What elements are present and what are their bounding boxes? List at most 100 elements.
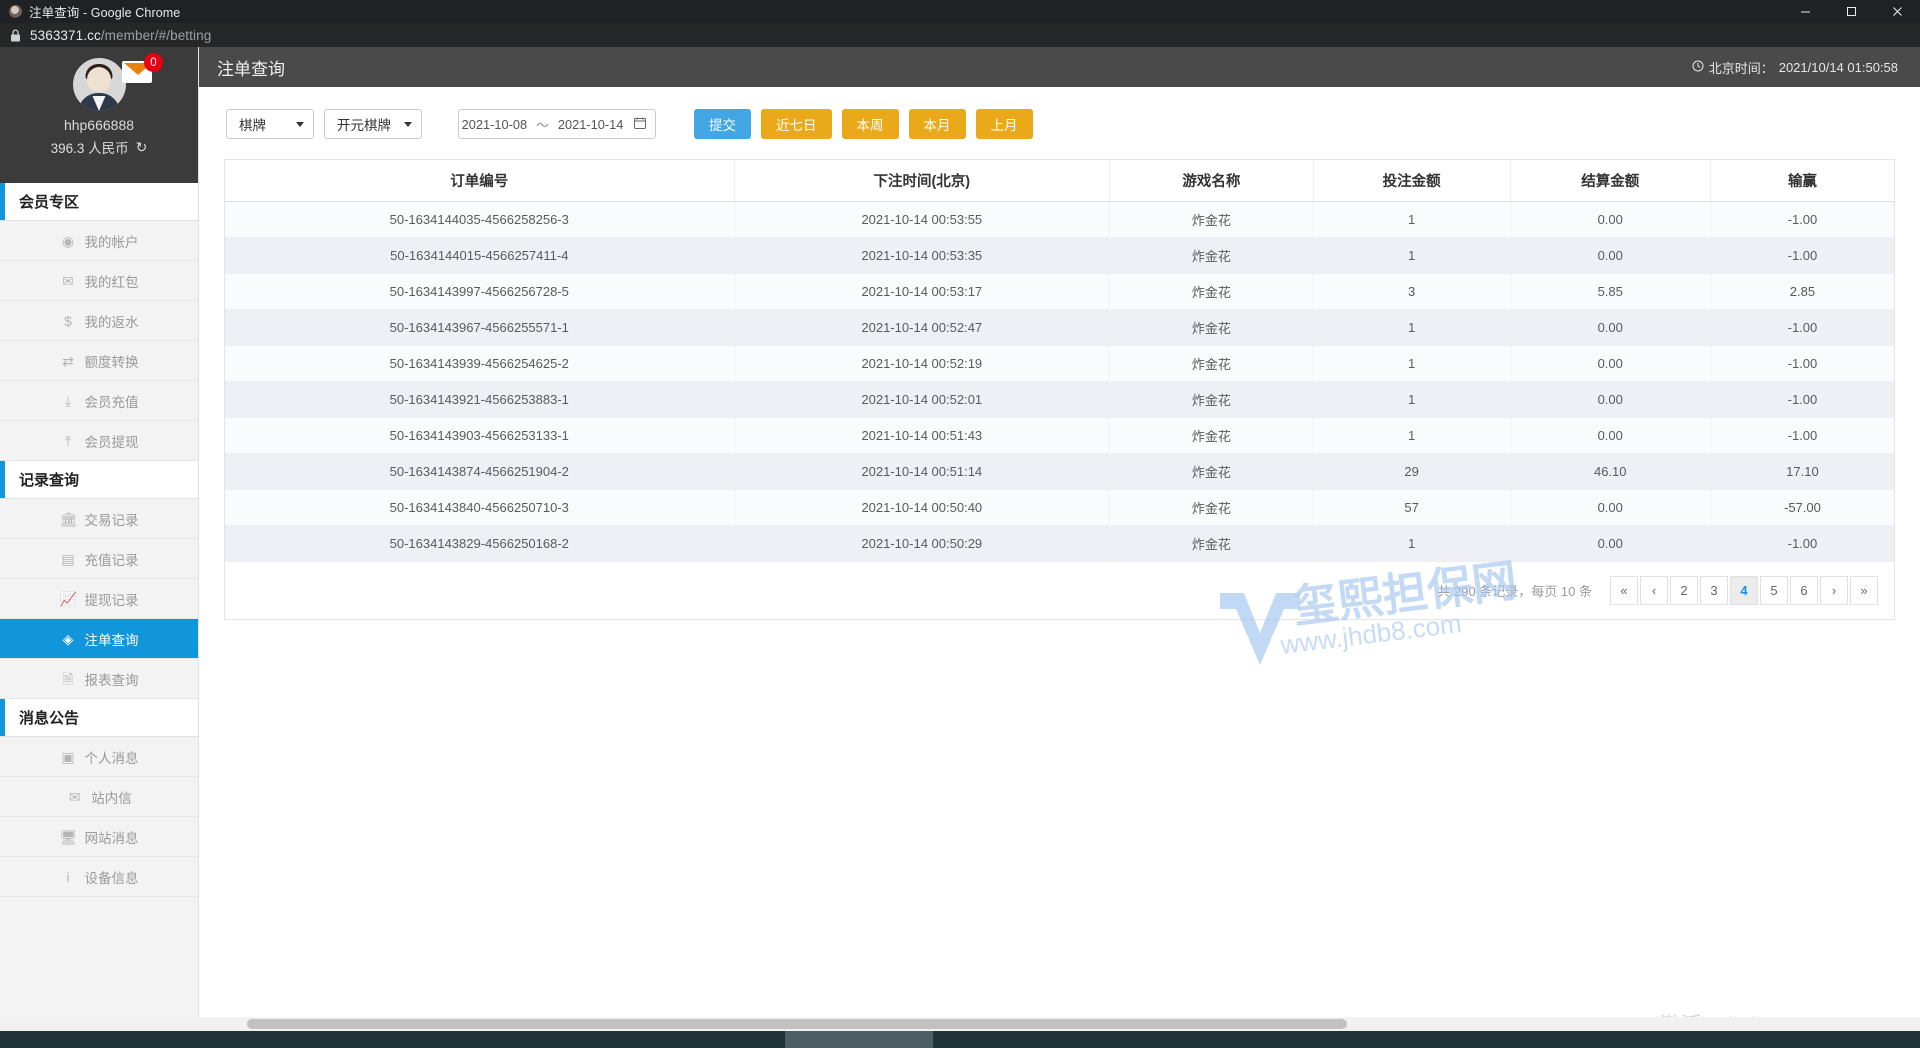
submit-button[interactable]: 提交 — [694, 109, 751, 139]
sidebar-item-my-account[interactable]: ◉ 我的帐户 — [0, 221, 198, 261]
pagination-controls: «‹ 2 3 4 5 6 ›» — [1610, 575, 1878, 605]
sidebar-item-report-query[interactable]: 🗎 报表查询 — [0, 659, 198, 699]
pagination-page-6[interactable]: 6 — [1790, 575, 1818, 605]
windows-taskbar — [0, 1031, 1920, 1048]
minimize-icon[interactable] — [1782, 0, 1828, 23]
horizontal-scrollbar[interactable] — [0, 1017, 1920, 1031]
sidebar-item-withdraw[interactable]: ⤒ 会员提现 — [0, 421, 198, 461]
cell-bet-time: 2021-10-14 00:51:43 — [734, 417, 1111, 454]
scrollbar-thumb[interactable] — [247, 1019, 1347, 1029]
sidebar-item-personal-message[interactable]: ▣ 个人消息 — [0, 737, 198, 777]
cell-bet-amount: 3 — [1313, 273, 1511, 310]
mail-button[interactable]: 0 — [122, 53, 163, 83]
cell-bet-amount: 1 — [1313, 417, 1511, 454]
sidebar-item-device-info[interactable]: i 设备信息 — [0, 857, 198, 897]
sidebar-item-withdraw-records[interactable]: 📈 提现记录 — [0, 579, 198, 619]
pagination-page-2[interactable]: 2 — [1670, 575, 1698, 605]
cell-win-loss: -1.00 — [1710, 345, 1894, 382]
sidebar-section-messages: 消息公告 — [0, 699, 198, 737]
close-icon[interactable] — [1874, 0, 1920, 23]
dollar-icon: $ — [64, 312, 72, 329]
cell-settle-amount: 0.00 — [1510, 345, 1711, 382]
column-game-name: 游戏名称 — [1109, 160, 1314, 202]
sidebar-item-my-redpacket[interactable]: ✉ 我的红包 — [0, 261, 198, 301]
monitor-icon: 🖥 — [59, 828, 78, 845]
pagination-first[interactable]: « — [1610, 575, 1638, 605]
sidebar-item-transactions[interactable]: 🏛 交易记录 — [0, 499, 198, 539]
transfer-arrows-icon: ⇄ — [62, 352, 74, 369]
cell-settle-amount: 0.00 — [1510, 489, 1711, 526]
sidebar-item-label: 会员提现 — [84, 434, 139, 450]
sidebar-item-deposit-records[interactable]: ▤ 充值记录 — [0, 539, 198, 579]
refresh-icon[interactable]: ↻ — [135, 138, 148, 155]
cell-win-loss: -57.00 — [1710, 489, 1894, 526]
sidebar-item-betting-query[interactable]: ◈ 注单查询 — [0, 619, 198, 659]
cell-settle-amount: 0.00 — [1510, 525, 1711, 562]
url-text: 5363371.cc/member/#/betting — [30, 28, 211, 43]
sidebar-item-label: 设备信息 — [84, 870, 139, 886]
quick-range-last7days[interactable]: 近七日 — [761, 109, 832, 139]
table-row: 50-1634143840-4566250710-3 2021-10-14 00:… — [225, 489, 1894, 526]
cell-game-name: 炸金花 — [1109, 201, 1314, 238]
platform-select[interactable]: 棋牌 — [226, 109, 314, 139]
cell-win-loss: -1.00 — [1710, 237, 1894, 274]
pagination-page-5[interactable]: 5 — [1760, 575, 1788, 605]
cell-game-name: 炸金花 — [1109, 273, 1314, 310]
cell-game-name: 炸金花 — [1109, 381, 1314, 418]
bank-icon: 🏛 — [59, 510, 78, 527]
table-row: 50-1634143967-4566255571-1 2021-10-14 00:… — [225, 309, 1894, 346]
pagination-prev[interactable]: ‹ — [1640, 575, 1668, 605]
avatar[interactable] — [72, 58, 126, 111]
pagination-next[interactable]: › — [1820, 575, 1848, 605]
table-body: 50-1634144035-4566258256-3 2021-10-14 00:… — [225, 201, 1894, 562]
mail-badge: 0 — [144, 53, 163, 72]
sidebar-item-label: 我的帐户 — [84, 234, 139, 250]
quick-range-this-month[interactable]: 本月 — [908, 109, 966, 139]
sidebar-item-transfer[interactable]: ⇄ 额度转换 — [0, 341, 198, 381]
cell-bet-amount: 1 — [1313, 381, 1511, 418]
browser-urlbar[interactable]: 5363371.cc/member/#/betting — [0, 23, 1920, 47]
sidebar-item-label: 站内信 — [91, 790, 132, 806]
page-title: 注单查询 — [217, 59, 285, 79]
quick-range-last-month[interactable]: 上月 — [975, 109, 1033, 139]
balance-row: 396.3 人民币 ↻ — [51, 137, 148, 157]
document-icon: 🗎 — [62, 670, 74, 687]
sidebar-item-deposit[interactable]: ⤓ 会员充值 — [0, 381, 198, 421]
sidebar-section-member: 会员专区 — [0, 183, 198, 221]
cell-bet-time: 2021-10-14 00:52:19 — [734, 345, 1111, 382]
cell-game-name: 炸金花 — [1109, 417, 1314, 454]
url-path: /member/#/betting — [100, 27, 212, 43]
card-icon: ▤ — [61, 550, 75, 567]
page-header: 注单查询 北京时间： 2021/10/14 01:50:58 — [199, 47, 1920, 87]
table-row: 50-1634143997-4566256728-5 2021-10-14 00:… — [225, 273, 1894, 310]
url-host: 5363371.cc — [30, 27, 101, 43]
maximize-icon[interactable] — [1828, 0, 1874, 23]
cell-game-name: 炸金花 — [1109, 489, 1314, 526]
cell-order-id: 50-1634143903-4566253133-1 — [225, 417, 735, 454]
quick-range-this-week[interactable]: 本周 — [841, 109, 899, 139]
info-icon: i — [66, 868, 70, 885]
sidebar-item-label: 报表查询 — [84, 672, 139, 688]
window-controls — [1782, 0, 1920, 23]
pagination-page-3[interactable]: 3 — [1700, 575, 1728, 605]
cell-settle-amount: 0.00 — [1510, 381, 1711, 418]
browser-tab[interactable]: 注单查询 - Google Chrome — [0, 0, 180, 23]
game-select[interactable]: 开元棋牌 — [324, 109, 422, 139]
sidebar-item-label: 个人消息 — [84, 750, 139, 766]
pagination-page-4[interactable]: 4 — [1730, 575, 1758, 605]
table-row: 50-1634143939-4566254625-2 2021-10-14 00:… — [225, 345, 1894, 382]
cell-order-id: 50-1634143921-4566253883-1 — [225, 381, 735, 418]
sidebar-item-site-news[interactable]: 🖥 网站消息 — [0, 817, 198, 857]
sidebar-item-label: 我的返水 — [84, 314, 139, 330]
cell-settle-amount: 0.00 — [1510, 201, 1711, 238]
sidebar-item-my-rebate[interactable]: $ 我的返水 — [0, 301, 198, 341]
upload-icon: ⤒ — [64, 432, 72, 449]
profile-panel: 0 hhp666888 396.3 人民币 ↻ — [0, 47, 198, 183]
main-content: 棋牌 开元棋牌 2021-10-08 ～ 2021-10-14 提交 近七日 本… — [199, 87, 1920, 1048]
cell-order-id: 50-1634143939-4566254625-2 — [225, 345, 735, 382]
date-range-picker[interactable]: 2021-10-08 ～ 2021-10-14 — [458, 109, 656, 139]
sidebar-item-inbox[interactable]: ✉ 站内信 — [0, 777, 198, 817]
pagination-last[interactable]: » — [1850, 575, 1878, 605]
betting-records-table: 订单编号 下注时间(北京) 游戏名称 投注金额 结算金额 输赢 50-16341… — [224, 159, 1895, 620]
taskbar-item[interactable] — [785, 1031, 933, 1048]
